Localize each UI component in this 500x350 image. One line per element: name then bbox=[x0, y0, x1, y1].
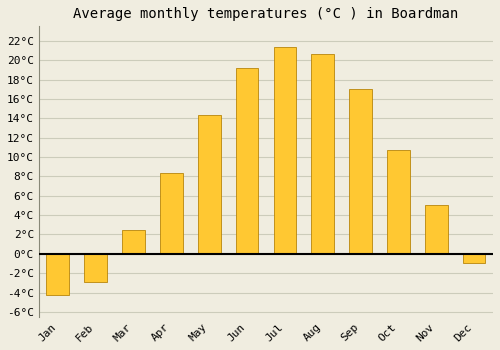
Bar bbox=[46, 254, 69, 295]
Bar bbox=[312, 54, 334, 254]
Bar bbox=[84, 254, 107, 282]
Bar bbox=[198, 116, 220, 254]
Bar bbox=[274, 47, 296, 254]
Bar bbox=[349, 89, 372, 254]
Bar bbox=[160, 173, 182, 254]
Bar bbox=[122, 230, 145, 254]
Bar bbox=[425, 205, 448, 254]
Title: Average monthly temperatures (°C ) in Boardman: Average monthly temperatures (°C ) in Bo… bbox=[74, 7, 458, 21]
Bar bbox=[387, 150, 410, 254]
Bar bbox=[236, 68, 258, 254]
Bar bbox=[463, 254, 485, 262]
